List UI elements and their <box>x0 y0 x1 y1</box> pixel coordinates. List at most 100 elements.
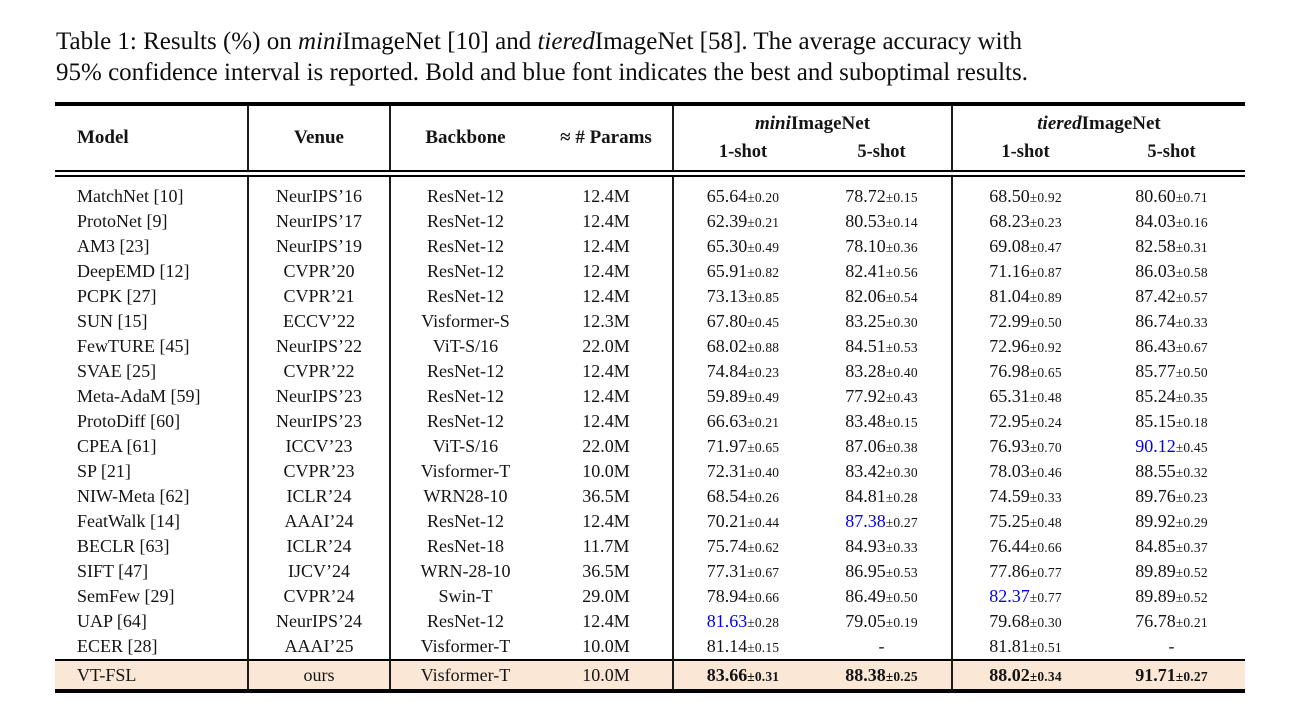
accuracy-value: 79.68 <box>989 611 1030 631</box>
confidence-interval: ±0.40 <box>885 365 918 380</box>
result-cell: 89.76±0.23 <box>1098 484 1245 509</box>
result-row: ProtoNet [9] NeurIPS’17 ResNet-12 12.4M 62.3… <box>55 209 1245 234</box>
venue-cell: ICCV’23 <box>248 434 391 459</box>
accuracy-value: 70.21 <box>706 511 748 531</box>
venue-cell: CVPR’23 <box>248 459 391 484</box>
result-cell: 82.58±0.31 <box>1098 234 1245 259</box>
model-cell: MatchNet [10] <box>55 173 249 209</box>
params-cell: 12.4M <box>540 234 674 259</box>
params-cell: 12.3M <box>540 309 674 334</box>
confidence-interval: ±0.27 <box>885 515 918 530</box>
params-cell: 10.0M <box>540 634 674 660</box>
confidence-interval: ±0.82 <box>747 265 780 280</box>
confidence-interval: ±0.21 <box>1175 615 1208 630</box>
params-cell: 12.4M <box>540 409 674 434</box>
result-cell: 79.05±0.19 <box>812 609 954 634</box>
params-cell: 36.5M <box>540 559 674 584</box>
result-cell: 83.66±0.31 <box>673 659 812 691</box>
result-cell: 68.54±0.26 <box>673 484 812 509</box>
result-cell: 72.31±0.40 <box>673 459 812 484</box>
backbone-cell: ResNet-12 <box>427 361 504 381</box>
col-header-venue: Venue <box>248 104 391 177</box>
result-row: DeepEMD [12] CVPR’20 ResNet-12 12.4M 65.91±0… <box>55 259 1245 284</box>
result-cell: 87.38±0.27 <box>812 509 954 534</box>
backbone-cell: WRN28-10 <box>423 486 508 506</box>
result-row: CPEA [61] ICCV’23 ViT-S/16 22.0M 71.97±0.65 8… <box>55 434 1245 459</box>
accuracy-value: 86.95 <box>845 561 886 581</box>
accuracy-value: 68.54 <box>706 486 748 506</box>
result-cell: 81.63±0.28 <box>673 609 812 634</box>
accuracy-value: 87.06 <box>845 436 886 456</box>
col-header-tiered-5shot: 5-shot <box>1098 138 1246 177</box>
confidence-interval: ±0.44 <box>747 515 780 530</box>
accuracy-value: 82.58 <box>1135 236 1176 256</box>
accuracy-value: 73.13 <box>706 286 748 306</box>
venue-cell: CVPR’24 <box>248 584 391 609</box>
confidence-interval: ±0.23 <box>1175 490 1208 505</box>
result-cell: 72.95±0.24 <box>952 409 1098 434</box>
accuracy-value: 88.38 <box>845 664 886 685</box>
confidence-interval: ±0.67 <box>747 565 780 580</box>
params-cell: 12.4M <box>540 509 674 534</box>
venue-cell: CVPR’21 <box>248 284 391 309</box>
accuracy-value: 86.03 <box>1135 261 1176 281</box>
accuracy-value: 66.63 <box>706 411 748 431</box>
confidence-interval: ±0.77 <box>1029 590 1062 605</box>
model-cell: SVAE [25] <box>55 359 249 384</box>
result-row: UAP [64] NeurIPS’24 ResNet-12 12.4M 81.63±0.… <box>55 609 1245 634</box>
params-cell: 12.4M <box>540 384 674 409</box>
accuracy-value: 65.64 <box>706 186 748 206</box>
backbone-cell: ResNet-12 <box>427 211 504 231</box>
imagenet-label: ImageNet <box>1081 113 1161 134</box>
accuracy-value: 82.41 <box>845 261 886 281</box>
result-cell: 86.74±0.33 <box>1098 309 1245 334</box>
result-cell: 91.71±0.27 <box>1098 659 1246 691</box>
confidence-interval: ±0.45 <box>747 315 780 330</box>
confidence-interval: ±0.30 <box>885 465 918 480</box>
accuracy-value: 72.99 <box>989 311 1030 331</box>
accuracy-value: 86.74 <box>1135 311 1176 331</box>
confidence-interval: ±0.23 <box>747 365 780 380</box>
mini-italic-label: mini <box>754 113 791 134</box>
accuracy-value: 81.81 <box>989 636 1030 656</box>
accuracy-value: 69.08 <box>989 236 1030 256</box>
accuracy-value: 71.97 <box>706 436 748 456</box>
result-cell: 86.03±0.58 <box>1098 259 1245 284</box>
col-header-mini-1shot: 1-shot <box>673 138 812 177</box>
result-cell: 72.96±0.92 <box>952 334 1098 359</box>
backbone-cell: ResNet-12 <box>427 236 504 256</box>
results-table: Model Venue Backbone ≈ # Params miniImag… <box>55 102 1246 693</box>
result-row: ProtoDiff [60] NeurIPS’23 ResNet-12 12.4M 66… <box>55 409 1245 434</box>
accuracy-value: 89.92 <box>1135 511 1176 531</box>
accuracy-value: 86.43 <box>1135 336 1176 356</box>
model-cell: UAP [64] <box>55 609 249 634</box>
result-row: SVAE [25] CVPR’22 ResNet-12 12.4M 74.84±0.23… <box>55 359 1245 384</box>
confidence-interval: ±0.53 <box>885 565 918 580</box>
result-row: BECLR [63] ICLR’24 ResNet-18 11.7M 75.74±0.6… <box>55 534 1245 559</box>
accuracy-value: 87.42 <box>1135 286 1176 306</box>
confidence-interval: ±0.67 <box>1175 340 1208 355</box>
venue-cell: IJCV’24 <box>248 559 391 584</box>
accuracy-value: 80.60 <box>1135 186 1176 206</box>
table-caption: Table 1: Results (%) on miniImageNet [10… <box>56 26 1246 88</box>
model-cell: AM3 [23] <box>55 234 249 259</box>
accuracy-value: 62.39 <box>706 211 748 231</box>
confidence-interval: ±0.18 <box>1175 415 1208 430</box>
result-cell: 70.21±0.44 <box>673 509 812 534</box>
accuracy-value: 75.74 <box>706 536 748 556</box>
accuracy-value: 83.42 <box>845 461 886 481</box>
result-cell: 86.95±0.53 <box>812 559 954 584</box>
accuracy-value: 77.86 <box>989 561 1030 581</box>
result-cell: 62.39±0.21 <box>673 209 812 234</box>
accuracy-value: 74.84 <box>706 361 748 381</box>
backbone-cell: Visformer-T <box>420 636 511 656</box>
result-cell: 74.59±0.33 <box>952 484 1098 509</box>
confidence-interval: ±0.23 <box>1029 215 1062 230</box>
model-cell: VT-FSL <box>55 659 249 691</box>
result-cell: 72.99±0.50 <box>952 309 1098 334</box>
accuracy-value: 84.93 <box>845 536 886 556</box>
tiered-italic-label: tiered <box>1037 113 1082 134</box>
result-row: FeatWalk [14] AAAI’24 ResNet-12 12.4M 70.21±… <box>55 509 1245 534</box>
confidence-interval: ±0.15 <box>885 190 918 205</box>
result-cell: 89.92±0.29 <box>1098 509 1245 534</box>
